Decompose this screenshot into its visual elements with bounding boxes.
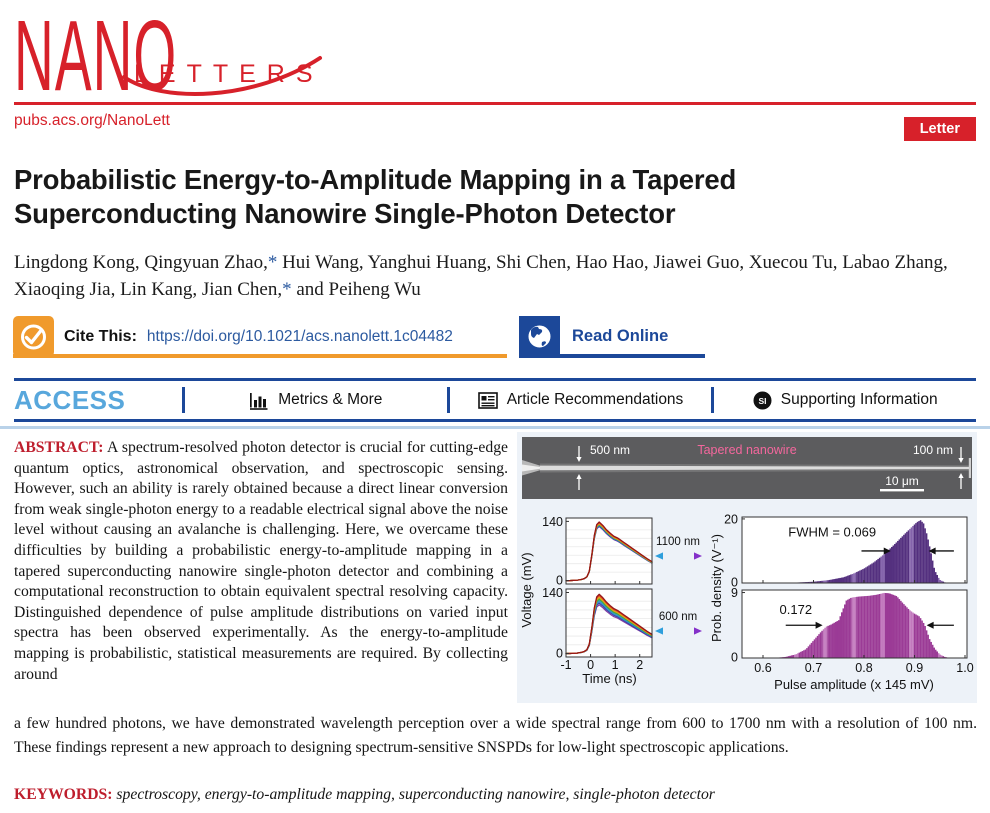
- svg-text:600 nm: 600 nm: [659, 611, 697, 623]
- svg-text:1: 1: [612, 658, 619, 672]
- abstract-text: ABSTRACT: A spectrum-resolved photon det…: [14, 438, 508, 685]
- access-bar: ACCESS Metrics & More Article Recomm: [14, 378, 976, 422]
- svg-text:0: 0: [556, 647, 563, 661]
- svg-text:Prob. density (V⁻¹): Prob. density (V⁻¹): [709, 534, 724, 642]
- svg-text:Pulse amplitude (x 145 mV): Pulse amplitude (x 145 mV): [774, 677, 934, 692]
- recommendations-label: Article Recommendations: [506, 391, 684, 408]
- divider: [182, 387, 185, 413]
- svg-text:140: 140: [542, 515, 563, 529]
- abstract-continued: a few hundred photons, we have demonstra…: [14, 715, 977, 756]
- svg-text:0.9: 0.9: [906, 661, 923, 675]
- svg-text:Time (ns): Time (ns): [582, 671, 636, 686]
- read-online-button[interactable]: Read Online: [519, 316, 668, 357]
- svg-text:1100 nm: 1100 nm: [656, 536, 700, 548]
- doi-link[interactable]: https://doi.org/10.1021/acs.nanolett.1c0…: [146, 327, 453, 345]
- check-icon: [13, 316, 54, 357]
- svg-text:500 nm: 500 nm: [590, 443, 630, 457]
- logo-main-text: NANO: [14, 4, 177, 100]
- logo-sub-text: LETTERS: [134, 60, 324, 88]
- metrics-label: Metrics & More: [278, 391, 383, 408]
- keywords-label: KEYWORDS:: [14, 786, 113, 803]
- abstract-column-text: A spectrum-resolved photon detector is c…: [14, 439, 509, 683]
- abstract-label: ABSTRACT:: [14, 439, 104, 456]
- header-rule: [14, 102, 976, 105]
- nano-letters-logo: NANO LETTERS: [14, 4, 324, 100]
- bar-chart-icon: [250, 392, 268, 410]
- svg-text:0: 0: [731, 651, 738, 665]
- section-separator: [0, 426, 990, 429]
- globe-icon: [519, 316, 560, 357]
- article-recommendations-link[interactable]: Article Recommendations: [450, 391, 712, 409]
- svg-text:SI: SI: [758, 396, 766, 406]
- keywords-text: spectroscopy, energy-to-amplitude mappin…: [116, 786, 715, 803]
- journal-url-link[interactable]: pubs.acs.org/NanoLett: [14, 112, 170, 129]
- svg-text:2: 2: [636, 658, 643, 672]
- article-type-badge: Letter: [903, 117, 976, 141]
- graphical-abstract: 500 nm Tapered nanowire 100 nm 10 μm 140 0 140…: [517, 432, 977, 703]
- divider: [711, 387, 715, 413]
- svg-text:140: 140: [542, 586, 563, 600]
- svg-text:0: 0: [587, 658, 594, 672]
- si-icon: SI: [753, 391, 772, 409]
- svg-text:20: 20: [724, 512, 738, 526]
- read-online-underline: [519, 354, 705, 358]
- svg-text:9: 9: [731, 586, 738, 600]
- svg-text:0.172: 0.172: [780, 602, 813, 617]
- svg-text:0.6: 0.6: [754, 661, 771, 675]
- divider: [446, 387, 450, 413]
- cite-this-bar: Cite This: https://doi.org/10.1021/acs.n…: [13, 316, 453, 357]
- document-icon: [477, 391, 498, 409]
- authors: Lingdong Kong, Qingyuan Zhao,* Hui Wang,…: [14, 252, 948, 300]
- svg-text:1.0: 1.0: [956, 661, 973, 675]
- svg-text:0: 0: [731, 576, 738, 590]
- svg-text:100 nm: 100 nm: [913, 443, 953, 457]
- svg-text:Tapered nanowire: Tapered nanowire: [697, 443, 796, 457]
- svg-text:FWHM = 0.069: FWHM = 0.069: [788, 524, 876, 539]
- svg-text:Voltage (mV): Voltage (mV): [519, 552, 534, 627]
- cite-underline: [13, 354, 507, 358]
- svg-text:0.8: 0.8: [855, 661, 872, 675]
- supporting-information-link[interactable]: SI Supporting Information: [714, 391, 976, 410]
- keywords-line: KEYWORDS: spectroscopy, energy-to-amplit…: [14, 786, 715, 804]
- read-online-label: Read Online: [572, 327, 669, 345]
- svg-text:0.7: 0.7: [805, 661, 822, 675]
- svg-text:10 μm: 10 μm: [885, 474, 919, 488]
- cite-label: Cite This:: [64, 327, 137, 345]
- article-title: Probabilistic Energy-to-Amplitude Mappin…: [14, 164, 737, 229]
- access-label[interactable]: ACCESS: [14, 384, 126, 415]
- svg-text:-1: -1: [560, 658, 571, 672]
- supporting-info-label: Supporting Information: [780, 391, 938, 408]
- svg-text:0: 0: [556, 574, 563, 588]
- metrics-and-more-link[interactable]: Metrics & More: [185, 391, 447, 410]
- logo-swoosh: [122, 56, 322, 96]
